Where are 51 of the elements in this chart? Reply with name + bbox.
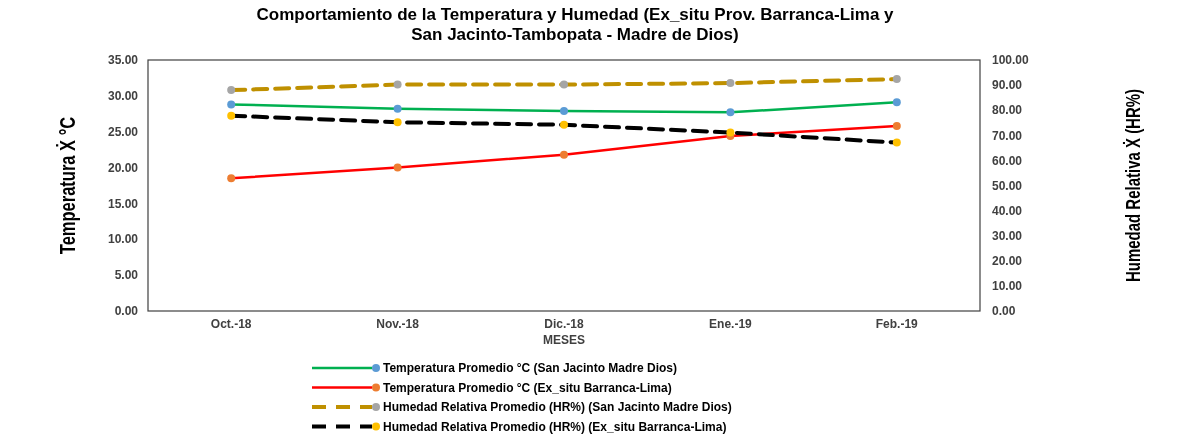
y-tick-label: 20.00 [107,160,139,175]
point [227,174,236,183]
point [393,118,402,127]
y2-tick-label: 90.00 [992,78,1023,93]
point [726,108,735,117]
y2-tick-label: 80.00 [992,103,1023,118]
y2-axis-title: Humedad Relativa Ẋ (HR%) [1121,88,1145,283]
y-tick-label: 10.00 [107,232,139,247]
y-axis-title: Temperatura Ẋ °C [54,116,80,255]
point [892,138,901,147]
point [560,106,568,115]
x-tick-label: Nov.-18 [376,317,420,331]
point [393,104,402,113]
point [393,163,402,172]
point [560,150,568,159]
legend-label: Temperatura Promedio °C (San Jacinto Madre Dios) [383,361,677,376]
y2-tick-label: 50.00 [992,178,1023,193]
point [726,128,735,137]
y-tick-label: 30.00 [107,89,139,104]
x-tick-label: Feb.-19 [875,317,919,331]
y2-tick-label: 10.00 [992,279,1023,294]
point [726,79,735,88]
point [227,86,236,95]
point [892,98,901,107]
point [892,121,901,130]
point [560,120,568,129]
chart-title: Comportamiento de la Temperatura y Humedad (Ex_situ Prov. Barranca-Lima y San Jacinto-Tambopata - Madre de Dios) [256,5,895,44]
x-tick-label: Ene.-19 [709,317,753,331]
y-tick-label: 0.00 [114,304,139,319]
x-tick-label: Dic.-18 [544,317,584,331]
legend-label: Humedad Relativa Promedio (HR%) (Ex_situ Barranca-Lima) [383,419,727,434]
y2-tick-label: 100.00 [992,53,1030,68]
point [227,100,236,109]
y2-tick-label: 0.00 [992,304,1016,319]
y-tick-label: 5.00 [114,268,139,283]
y2-tick-label: 40.00 [992,203,1023,218]
y2-tick-label: 60.00 [992,153,1023,168]
y-tick-label: 35.00 [107,53,139,68]
y2-tick-label: 70.00 [992,128,1023,143]
x-tick-label: Oct.-18 [210,317,252,331]
x-axis-title: MESES [542,333,586,347]
point [892,75,901,84]
point [227,111,236,120]
point [560,80,568,89]
legend-label: Humedad Relativa Promedio (HR%) (San Jacinto Madre Dios) [383,400,732,415]
y-tick-label: 25.00 [107,124,139,139]
point [393,80,402,89]
legend-label: Temperatura Promedio °C (Ex_situ Barranca-Lima) [383,380,672,395]
y2-tick-label: 20.00 [992,254,1023,268]
y2-tick-label: 30.00 [992,228,1023,243]
y-tick-label: 15.00 [107,196,139,211]
